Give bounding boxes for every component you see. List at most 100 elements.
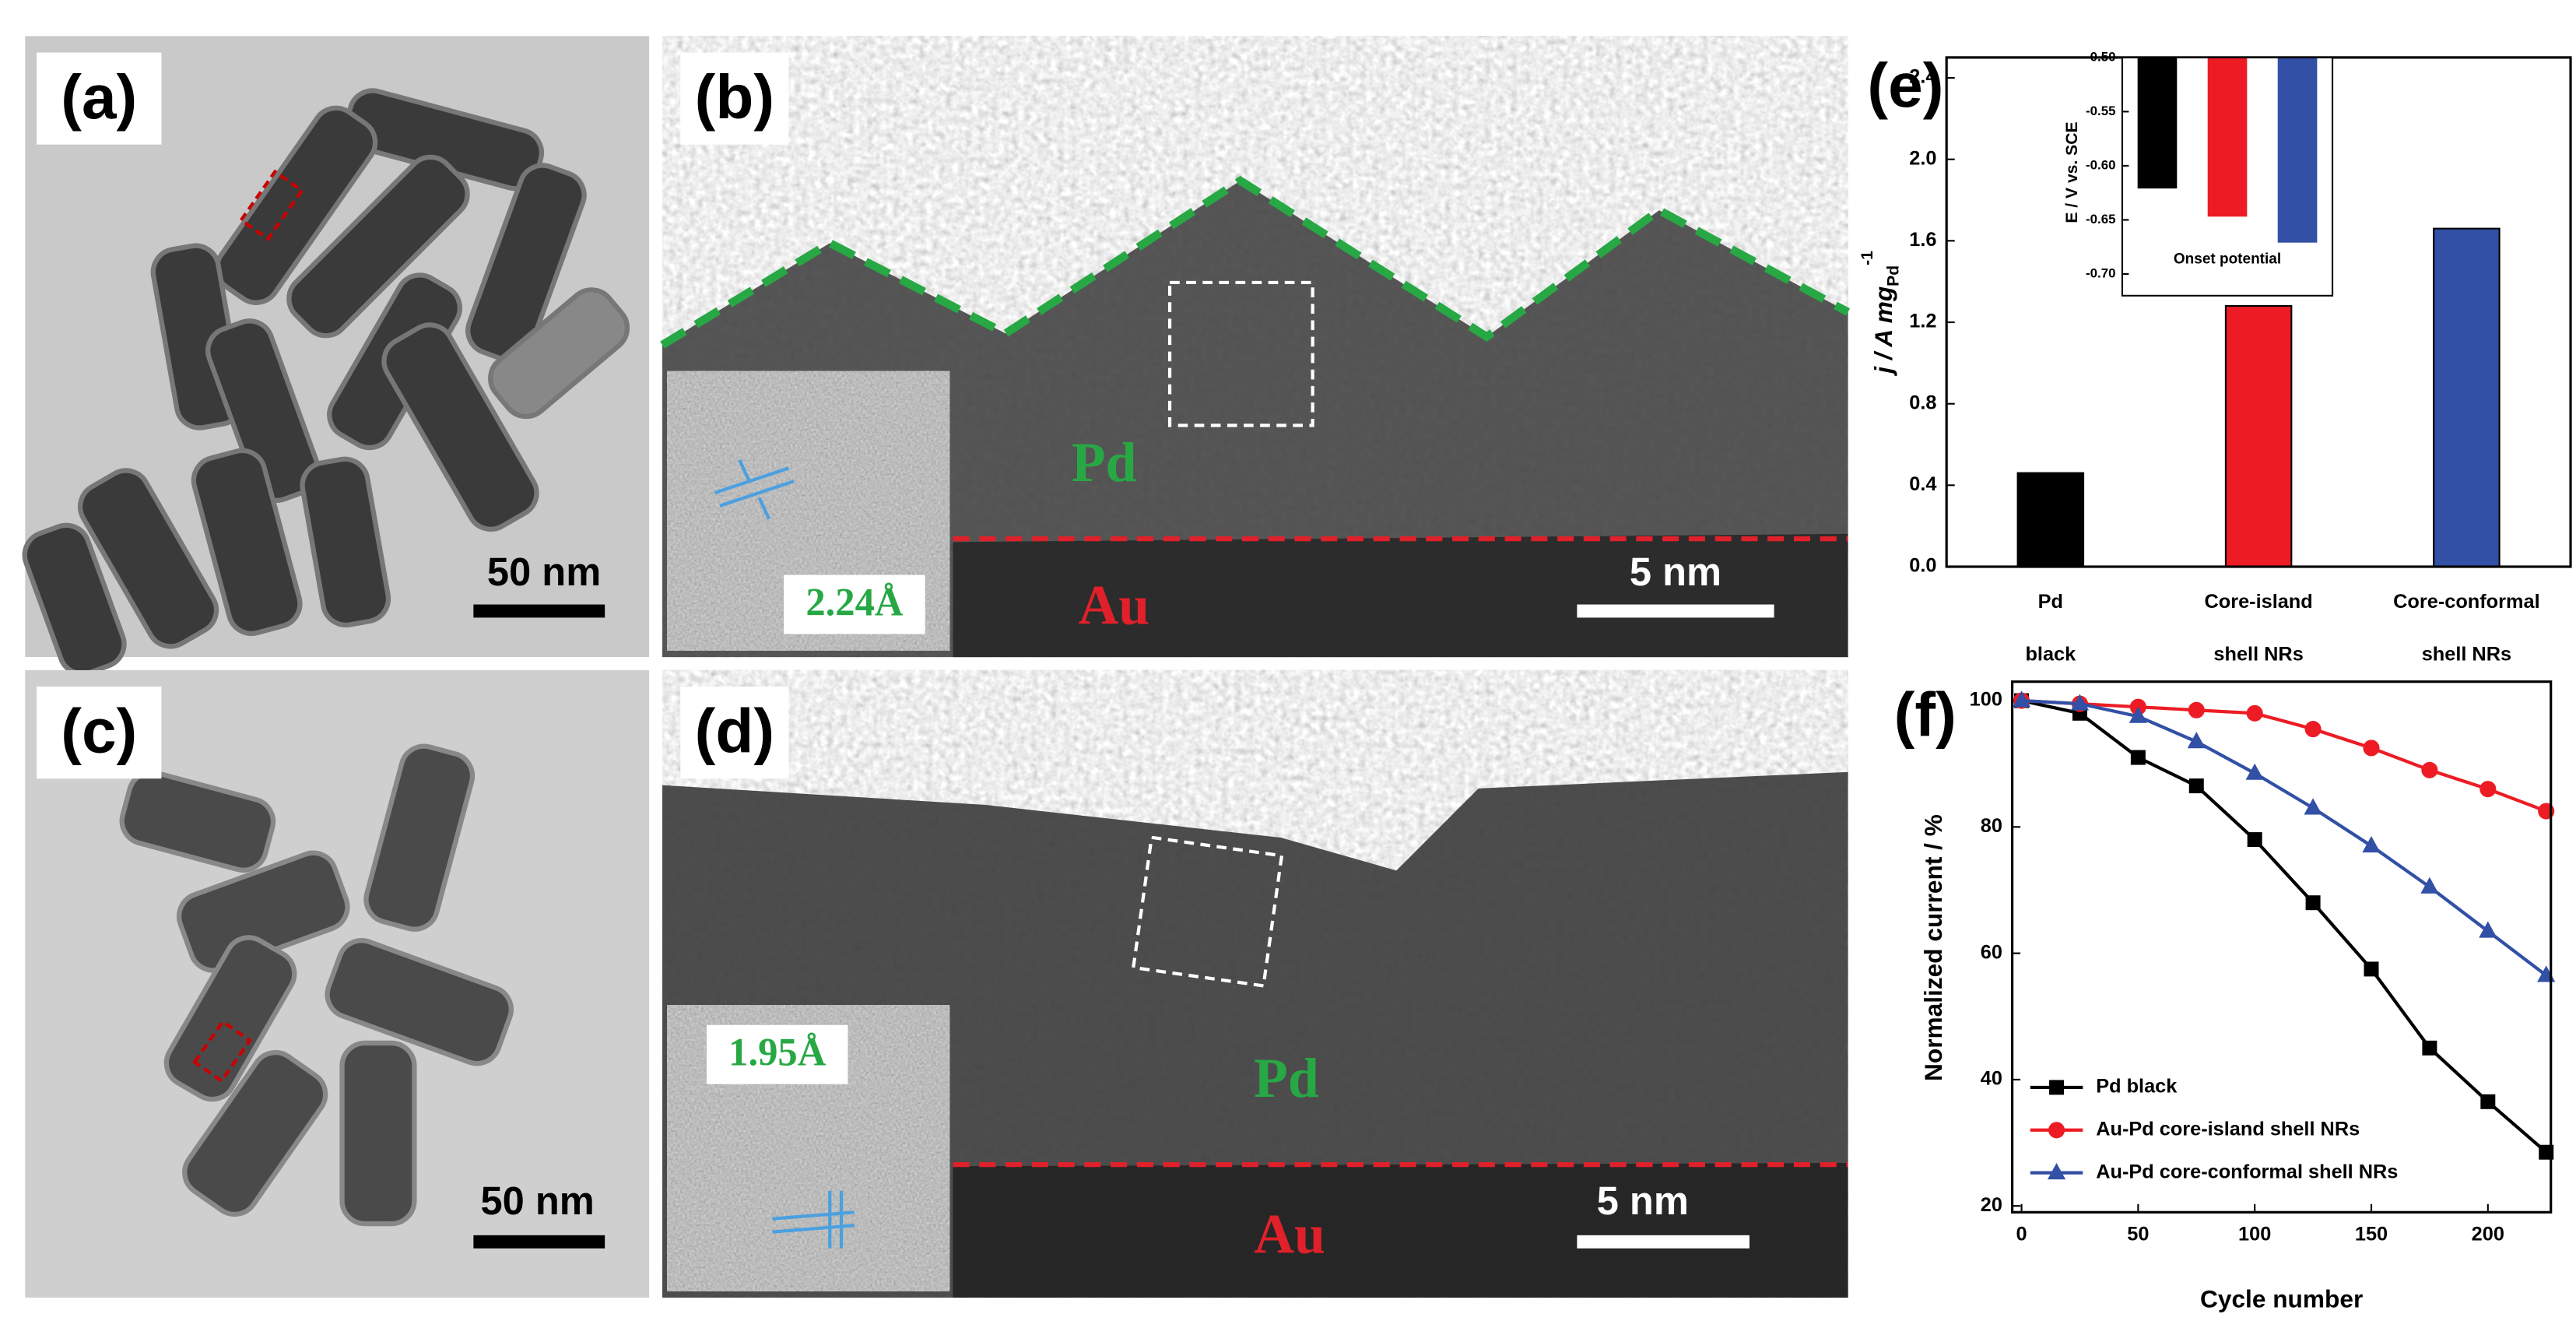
- marker: [2245, 763, 2264, 780]
- scale-bar-label: 5 nm: [1630, 550, 1721, 594]
- y-axis-label: Normalized current / %: [1919, 814, 1947, 1081]
- panel-a: (a) 50 nm: [22, 36, 650, 676]
- plot-frame: [2121, 56, 2334, 297]
- region-label: Au: [1078, 574, 1149, 636]
- legend-label: Au-Pd core-island shell NRs: [2096, 1118, 2360, 1140]
- bar: [2433, 227, 2501, 568]
- marker: [2130, 750, 2146, 765]
- region-label: Pd: [1072, 431, 1137, 494]
- marker: [2422, 1040, 2437, 1056]
- x-tick-label: shell NRs: [2422, 644, 2511, 666]
- charts: (e)0.00.40.81.21.62.02.4j / A mgPd-1Pdbl…: [1858, 49, 2572, 1313]
- series-line: [2021, 698, 2547, 813]
- bar: [2224, 305, 2293, 568]
- panel-label: (e): [1867, 50, 1943, 120]
- y-axis-label: E / V vs. SCE: [2063, 121, 2081, 223]
- legend-marker: [2048, 1122, 2065, 1139]
- x-tick-label: 100: [2238, 1224, 2271, 1245]
- lattice-spacing: 1.95Å: [728, 1030, 826, 1073]
- panel-label: (d): [695, 696, 774, 766]
- y-tick-label: -0.55: [2086, 104, 2115, 118]
- marker: [2480, 1094, 2496, 1109]
- y-tick-label: -0.50: [2086, 49, 2115, 64]
- panel-label: (b): [695, 61, 774, 132]
- y-tick-label: -0.65: [2086, 212, 2115, 227]
- y-tick-label: 2.4: [1909, 66, 1936, 88]
- au-region: [953, 1162, 1848, 1298]
- scale-bar-label: 50 nm: [480, 1179, 594, 1223]
- panel-label: (a): [61, 61, 137, 132]
- y-tick-label: 60: [1981, 941, 2002, 963]
- marker: [2364, 961, 2379, 977]
- panel-label: (c): [61, 696, 137, 766]
- y-tick-label: 0.0: [1909, 555, 1936, 577]
- bar: [2016, 472, 2085, 568]
- marker: [2479, 921, 2497, 938]
- panel-b: 2.24Å (b) Pd Au 5 nm: [660, 36, 1851, 658]
- label-bg: [707, 1024, 848, 1084]
- marker: [2479, 781, 2497, 798]
- marker: [2129, 706, 2147, 723]
- legend-marker: [2049, 1080, 2065, 1095]
- scale-bar: [1577, 604, 1774, 618]
- label-bg: [680, 52, 789, 145]
- marker: [2537, 965, 2556, 982]
- panel-d: 1.95Å (d) Pd Au 5 nm: [662, 669, 1848, 1298]
- selection-box: [238, 169, 304, 241]
- marker: [2420, 877, 2439, 894]
- series-line: [2021, 698, 2547, 977]
- marker: [2362, 836, 2381, 853]
- lattice-marks: [772, 1190, 855, 1249]
- x-tick-label: Core-island: [2204, 591, 2312, 613]
- au-region: [953, 533, 1848, 658]
- x-tick-label: 150: [2355, 1224, 2388, 1245]
- marker: [2421, 761, 2438, 778]
- x-tick-label: Pd: [2038, 591, 2063, 613]
- scale-bar: [1577, 1235, 1750, 1249]
- bar: [2137, 57, 2178, 189]
- x-tick-label: black: [2025, 644, 2076, 666]
- series-line: [2021, 698, 2548, 1154]
- marker: [2070, 694, 2090, 711]
- marker: [2247, 832, 2262, 848]
- x-tick-label: 200: [2472, 1224, 2504, 1245]
- legend-marker: [2047, 1162, 2066, 1180]
- plot-frame: [2010, 680, 2553, 1214]
- x-axis-label: Cycle number: [2200, 1285, 2363, 1313]
- marker: [2188, 701, 2205, 718]
- marker: [2012, 690, 2031, 708]
- y-tick-label: 20: [1981, 1194, 2002, 1216]
- y-tick-label: 1.6: [1909, 229, 1936, 251]
- label-bg: [37, 52, 162, 145]
- scale-bar-label: 5 nm: [1597, 1179, 1689, 1223]
- x-tick-label: 0: [2016, 1224, 2027, 1245]
- bar: [2277, 57, 2318, 243]
- scale-bar-label: 50 nm: [487, 550, 601, 594]
- marker: [2304, 798, 2322, 815]
- marker: [2363, 740, 2380, 757]
- panel-c: (c) 50 nm: [25, 669, 650, 1298]
- x-tick-label: Core-conformal: [2393, 591, 2539, 613]
- label-bg: [37, 687, 162, 779]
- marker: [2188, 778, 2204, 794]
- lattice-marks: [714, 458, 795, 520]
- label-bg: [680, 687, 789, 779]
- y-tick-label: 40: [1981, 1068, 2002, 1090]
- marker: [2304, 721, 2322, 738]
- y-tick-label: 2.0: [1909, 147, 1936, 169]
- y-tick-label: -0.60: [2086, 157, 2115, 172]
- nanorods: [22, 88, 630, 676]
- bar: [2207, 57, 2248, 217]
- region-label: Au: [1254, 1203, 1325, 1266]
- marker: [2305, 895, 2321, 911]
- x-tick-label: shell NRs: [2213, 644, 2303, 666]
- y-tick-label: 0.8: [1909, 392, 1936, 413]
- scale-bar: [473, 604, 605, 618]
- y-tick-label: 100: [1970, 689, 2002, 711]
- region-label: Pd: [1254, 1047, 1319, 1109]
- x-tick-label: 50: [2127, 1224, 2149, 1245]
- y-tick-label: 0.4: [1909, 473, 1936, 495]
- legend-label: Au-Pd core-conformal shell NRs: [2096, 1161, 2398, 1182]
- y-tick-label: 1.2: [1909, 311, 1936, 332]
